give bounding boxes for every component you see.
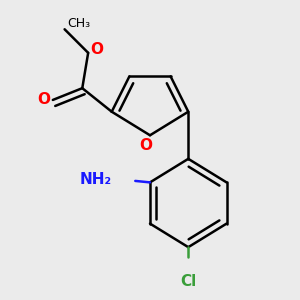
Text: NH₂: NH₂ [80, 172, 112, 187]
Text: CH₃: CH₃ [68, 17, 91, 30]
Text: O: O [91, 42, 103, 57]
Text: Cl: Cl [180, 274, 196, 289]
Text: O: O [139, 138, 152, 153]
Text: O: O [38, 92, 50, 107]
